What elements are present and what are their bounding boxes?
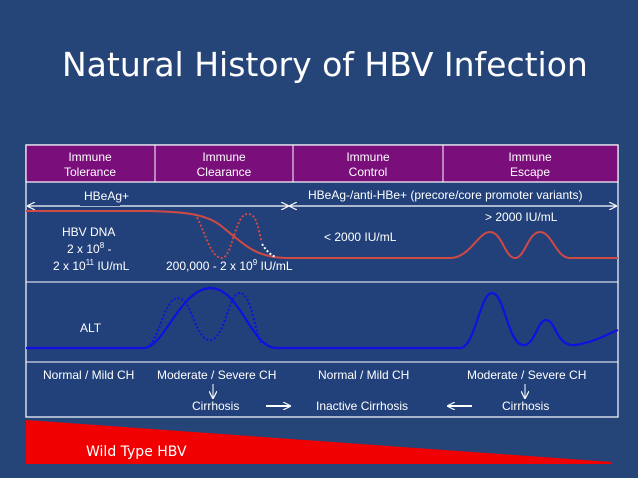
hbv-dna-label: HBV DNA	[62, 225, 115, 239]
dna-range: 200,000 - 2 x 109 IU/mL	[166, 258, 293, 273]
phase-label: Tolerance	[64, 165, 116, 179]
dna-low: < 2000 IU/mL	[324, 230, 397, 244]
text-part: IU/mL	[257, 259, 293, 273]
text-part: 200,000 - 2 x 10	[166, 259, 253, 273]
phase-label: Immune	[68, 150, 112, 164]
phase-label: Control	[349, 165, 388, 179]
superscript: 11	[86, 258, 95, 267]
phase-label: Immune	[346, 150, 390, 164]
hbeag-positive: HBeAg+	[84, 189, 129, 203]
dna-range: 2 x 1011 IU/mL	[53, 258, 130, 273]
label-bg	[305, 188, 595, 204]
outcome-label: Cirrhosis	[192, 399, 239, 413]
disease-label: Normal / Mild CH	[318, 368, 409, 382]
phase-bar	[25, 144, 619, 183]
hbeag-negative: HBeAg-/anti-HBe+ (precore/core promoter …	[308, 188, 582, 202]
text-part: 2 x 10	[67, 242, 100, 256]
disease-label: Moderate / Severe CH	[157, 368, 276, 382]
phase-label: Escape	[510, 165, 550, 179]
wild-type-label: Wild Type HBV	[86, 444, 187, 460]
hbv-dna-curve	[26, 210, 618, 260]
wild-type-wedge	[26, 420, 612, 464]
text-part: IU/mL	[94, 259, 130, 273]
text-part: -	[104, 242, 111, 256]
superscript: 9	[253, 258, 258, 267]
alt-curve	[26, 286, 619, 350]
text-part: 2 x 10	[53, 259, 86, 273]
dna-range: 2 x 108 -	[67, 241, 112, 256]
disease-label: Moderate / Severe CH	[467, 368, 586, 382]
disease-label: Normal / Mild CH	[43, 368, 134, 382]
dna-high: > 2000 IU/mL	[485, 210, 558, 224]
alt-label: ALT	[80, 321, 102, 335]
phase-label: Immune	[508, 150, 552, 164]
slide-title: Natural History of HBV Infection	[62, 45, 588, 84]
hbv-dna-fluctuation	[194, 213, 263, 260]
label-bg	[80, 190, 120, 206]
outcome-label: Inactive Cirrhosis	[316, 399, 408, 413]
outcome-label: Cirrhosis	[502, 399, 549, 413]
hbv-dna-fluctuation	[261, 243, 277, 258]
phase-label: Clearance	[197, 165, 252, 179]
superscript: 8	[100, 241, 105, 250]
phase-label: Immune	[202, 150, 246, 164]
